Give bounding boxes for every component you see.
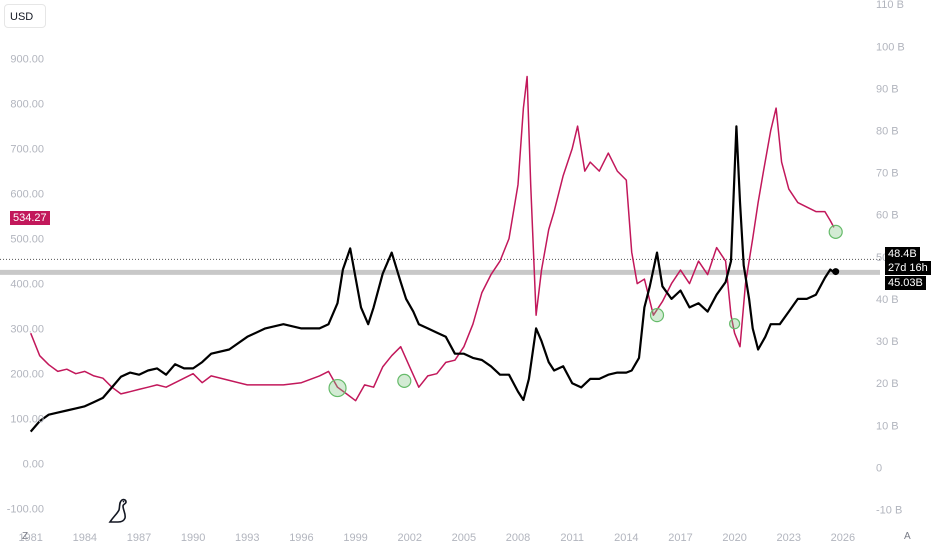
currency-label[interactable]: USD [4, 4, 46, 28]
left-tick-label: 400.00 [10, 279, 44, 291]
series-layer [29, 75, 840, 433]
zoom-toggle-button[interactable]: Z [22, 531, 29, 542]
left-tick-label: 500.00 [10, 234, 44, 246]
price-series-line [30, 75, 835, 402]
volume-last-dot [832, 268, 840, 276]
signal-marker [397, 373, 412, 388]
right-tick-label: 100 B [876, 41, 905, 53]
x-tick-label: 2002 [397, 532, 421, 544]
left-tick-label: 0.00 [23, 459, 44, 471]
right-tick-label: 60 B [876, 210, 899, 222]
left-tick-label: 700.00 [10, 144, 44, 156]
right-tick-label: 30 B [876, 336, 899, 348]
x-axis: 1981 1984 1987 1990 1993 1996 1999 2002 2005 2008… [18, 532, 855, 544]
x-tick-label: 1996 [289, 532, 313, 544]
left-tick-label: 100.00 [10, 414, 44, 426]
marker-layer [328, 224, 843, 398]
x-tick-label: 2020 [722, 532, 746, 544]
x-tick-label: 1981 [18, 532, 42, 544]
x-tick-label: 1990 [181, 532, 205, 544]
right-tick-label: 110 B [876, 0, 904, 11]
left-tick-label: 900.00 [10, 54, 44, 66]
countdown-badge: 27d 16h [885, 261, 931, 275]
x-tick-label: 1984 [73, 532, 97, 544]
right-tick-label: 80 B [876, 126, 899, 138]
left-tick-label: -100.00 [7, 504, 44, 516]
dinosaur-logo-icon [108, 498, 127, 523]
left-tick-label: 800.00 [10, 99, 44, 111]
left-tick-label: 600.00 [10, 189, 44, 201]
signal-marker [328, 378, 347, 398]
signal-marker [828, 224, 843, 239]
x-tick-label: 2008 [506, 532, 530, 544]
signal-marker [649, 308, 665, 323]
x-tick-label: 2026 [831, 532, 855, 544]
right-tick-label: 40 B [876, 294, 899, 306]
signal-marker [729, 318, 741, 330]
price-last-value-badge: 534.27 [10, 211, 50, 225]
x-tick-label: 2011 [560, 532, 584, 544]
x-tick-label: 2023 [777, 532, 801, 544]
x-tick-label: 2005 [452, 532, 476, 544]
auto-scale-button[interactable]: A [904, 531, 911, 542]
volume-last-value-badge: 48.4B [885, 247, 920, 261]
x-tick-label: 1993 [235, 532, 259, 544]
x-tick-label: 2017 [668, 532, 692, 544]
x-tick-label: 1987 [127, 532, 151, 544]
right-tick-label: -10 B [876, 504, 902, 516]
right-tick-label: 70 B [876, 168, 899, 180]
left-tick-label: 200.00 [10, 369, 44, 381]
x-tick-label: 2014 [614, 532, 638, 544]
right-tick-label: 90 B [876, 83, 899, 95]
left-axis: 900.00 800.00 700.00 600.00 500.00 400.00 300.… [7, 54, 44, 516]
volume-average-badge: 45.03B [885, 276, 926, 290]
right-tick-label: 20 B [876, 378, 899, 390]
right-tick-label: 0 [876, 462, 882, 474]
level-band-layer [0, 258, 880, 275]
right-tick-label: 10 B [876, 420, 899, 432]
x-tick-label: 1999 [343, 532, 367, 544]
left-tick-label: 300.00 [10, 324, 44, 336]
volume-series-line [29, 125, 837, 433]
